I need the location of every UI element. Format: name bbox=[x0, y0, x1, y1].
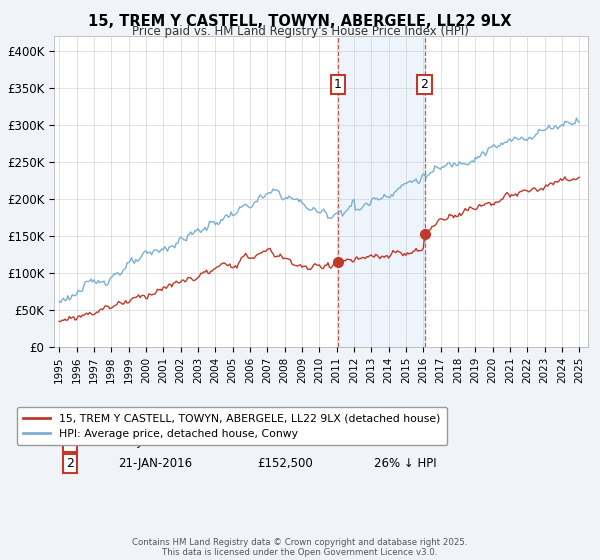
Text: 40% ↓ HPI: 40% ↓ HPI bbox=[374, 436, 437, 449]
Text: Contains HM Land Registry data © Crown copyright and database right 2025.
This d: Contains HM Land Registry data © Crown c… bbox=[132, 538, 468, 557]
Text: 28-JAN-2011: 28-JAN-2011 bbox=[118, 436, 192, 449]
Text: 15, TREM Y CASTELL, TOWYN, ABERGELE, LL22 9LX: 15, TREM Y CASTELL, TOWYN, ABERGELE, LL2… bbox=[88, 14, 512, 29]
Text: 21-JAN-2016: 21-JAN-2016 bbox=[118, 458, 192, 470]
Text: 2: 2 bbox=[66, 458, 74, 470]
Text: 1: 1 bbox=[66, 436, 74, 449]
Bar bbox=[338, 36, 425, 347]
Text: £115,000: £115,000 bbox=[257, 436, 313, 449]
Text: 1: 1 bbox=[334, 78, 342, 91]
Legend: 15, TREM Y CASTELL, TOWYN, ABERGELE, LL22 9LX (detached house), HPI: Average pri: 15, TREM Y CASTELL, TOWYN, ABERGELE, LL2… bbox=[17, 407, 447, 445]
Text: 26% ↓ HPI: 26% ↓ HPI bbox=[374, 458, 437, 470]
Text: 2: 2 bbox=[421, 78, 428, 91]
Text: £152,500: £152,500 bbox=[257, 458, 313, 470]
Text: Price paid vs. HM Land Registry's House Price Index (HPI): Price paid vs. HM Land Registry's House … bbox=[131, 25, 469, 38]
